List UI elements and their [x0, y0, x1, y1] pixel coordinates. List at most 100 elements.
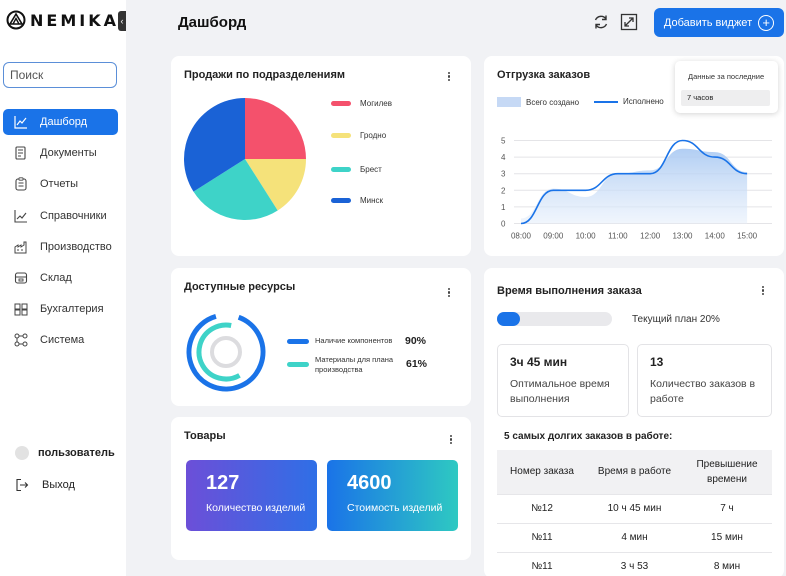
- x-tick-label: 12:00: [640, 232, 661, 241]
- legend-label: Всего создано: [526, 97, 580, 107]
- column-header-line: времени: [707, 473, 747, 485]
- sidebar-item-label: Система: [40, 334, 85, 347]
- resource-value: 90%: [405, 335, 427, 347]
- sidebar-item-documents[interactable]: Документы: [3, 140, 118, 166]
- plan-label: Текущий план 20%: [632, 314, 720, 325]
- sidebar-item-label: Отчеты: [40, 178, 79, 191]
- sidebar-item-accounting[interactable]: Бухгалтерия: [3, 296, 118, 322]
- legend-label: Могилев: [360, 99, 392, 108]
- top5-title: 5 самых долгих заказов в работе:: [504, 431, 673, 442]
- sidebar-item-warehouse[interactable]: Склад: [3, 265, 118, 291]
- accounting-icon: [13, 301, 29, 317]
- user-profile[interactable]: пользователь: [15, 446, 115, 460]
- refresh-icon[interactable]: [592, 13, 610, 31]
- pie-slice-2[interactable]: [245, 159, 306, 211]
- sidebar-item-system[interactable]: Система: [3, 327, 118, 353]
- more-menu-icon[interactable]: [762, 286, 766, 296]
- sidebar-item-label: Производство: [40, 240, 112, 253]
- card-title: Отгрузка заказов: [497, 69, 591, 81]
- stat-label-line: выполнения: [510, 393, 570, 405]
- x-tick-label: 09:00: [543, 232, 564, 241]
- order-id-link[interactable]: №11: [497, 551, 587, 576]
- x-tick-label: 10:00: [576, 232, 597, 241]
- report-icon: [13, 176, 29, 192]
- goods-card: Товары 127 Количество изделий 4600 Стоим…: [171, 417, 471, 560]
- card-title: Товары: [184, 430, 226, 442]
- more-menu-icon[interactable]: [450, 435, 454, 445]
- orders-in-work-stat: 13 Количество заказов в работе: [637, 344, 772, 417]
- table-row[interactable]: №11 3 ч 53 8 мин: [497, 551, 772, 576]
- legend-item: Могилев: [331, 99, 392, 108]
- network-icon: [13, 332, 29, 348]
- longest-orders-table: Номер заказа Время в работе Превышение в…: [497, 450, 772, 576]
- sales-pie-chart: [184, 98, 306, 220]
- x-tick-label: 14:00: [705, 232, 726, 241]
- plan-progress-fill: [497, 312, 520, 326]
- sidebar-item-reports[interactable]: Отчеты: [3, 171, 118, 197]
- pie-slice-1[interactable]: [245, 98, 306, 159]
- pie-slice-4[interactable]: [184, 98, 245, 192]
- column-header: Время в работе: [587, 450, 682, 494]
- card-title: Время выполнения заказа: [497, 285, 642, 297]
- resource-label: Материалы для плана производства: [315, 355, 393, 375]
- y-tick-label: 4: [501, 153, 506, 162]
- series-line-done: [520, 139, 748, 225]
- goods-value-tile[interactable]: 4600 Стоимость изделий: [327, 460, 458, 531]
- legend-swatch: [287, 362, 309, 367]
- pie-slice-3[interactable]: [193, 159, 278, 220]
- table-row[interactable]: №12 10 ч 45 мин 7 ч: [497, 493, 772, 523]
- more-menu-icon[interactable]: [448, 72, 452, 82]
- collapse-sidebar-button[interactable]: ‹: [118, 11, 126, 31]
- stat-label: Количество заказов в работе: [650, 377, 755, 407]
- order-id-link[interactable]: №12: [497, 493, 587, 523]
- resource-label-line: производства: [315, 365, 363, 374]
- shipment-card: Отгрузка заказов 0 1 2 3 4 5 08:00 09:00 10:00 11…: [484, 56, 784, 256]
- legend-item: Гродно: [331, 131, 386, 140]
- card-title: Продажи по подразделениям: [184, 69, 345, 81]
- x-tick-label: 15:00: [737, 232, 758, 241]
- y-tick-label: 0: [501, 220, 506, 229]
- user-name: пользователь: [38, 447, 115, 459]
- sidebar-item-label: Дашборд: [40, 116, 88, 128]
- search-input[interactable]: [3, 62, 117, 88]
- sidebar-item-dashboard[interactable]: Дашборд: [3, 109, 118, 135]
- dropdown-selected[interactable]: 7 часов: [681, 90, 770, 106]
- legend-swatch: [331, 133, 351, 138]
- y-tick-label: 2: [501, 186, 506, 195]
- sidebar-item-production[interactable]: Производство: [3, 234, 118, 260]
- logout-button[interactable]: Выход: [15, 478, 75, 492]
- goods-count-tile[interactable]: 127 Количество изделий: [186, 460, 317, 531]
- tile-label: Количество изделий: [206, 502, 306, 514]
- legend-swatch: [497, 97, 521, 107]
- column-header: Номер заказа: [497, 450, 587, 494]
- series-area-total: [521, 148, 748, 224]
- legend-item: Исполнено: [594, 97, 664, 106]
- add-widget-button[interactable]: Добавить виджет +: [654, 8, 784, 37]
- optimal-time-stat: 3ч 45 мин Оптимальное время выполнения: [497, 344, 629, 417]
- stat-value: 3ч 45 мин: [510, 355, 568, 369]
- fullscreen-icon[interactable]: [620, 13, 638, 31]
- ring-components: [186, 312, 266, 392]
- table-row[interactable]: №11 4 мин 15 мин: [497, 522, 772, 552]
- stat-value: 13: [650, 355, 664, 369]
- page-title: Дашборд: [178, 14, 247, 31]
- sidebar-item-references[interactable]: Справочники: [3, 203, 118, 229]
- logo-icon: [6, 10, 26, 30]
- chart-line-icon: [13, 114, 29, 130]
- y-tick-label: 5: [501, 137, 506, 146]
- stat-label-line: работе: [650, 393, 684, 405]
- time-range-dropdown[interactable]: Данные за последние 7 часов: [675, 61, 778, 113]
- stat-label-line: Оптимальное время: [510, 378, 610, 390]
- order-id-link[interactable]: №11: [497, 522, 587, 552]
- resources-ring-chart: [186, 312, 266, 392]
- logo[interactable]: NEMIKA: [6, 10, 119, 30]
- x-tick-label: 11:00: [608, 232, 628, 241]
- y-tick-label: 3: [501, 170, 506, 179]
- sidebar-item-label: Бухгалтерия: [40, 303, 104, 316]
- column-header: Превышение времени: [682, 450, 772, 494]
- order-overtime-cell: 8 мин: [682, 551, 772, 576]
- more-menu-icon[interactable]: [448, 288, 452, 298]
- dropdown-title: Данные за последние: [688, 72, 765, 81]
- legend-item: Брест: [331, 165, 382, 174]
- sidebar-item-label: Документы: [40, 147, 97, 160]
